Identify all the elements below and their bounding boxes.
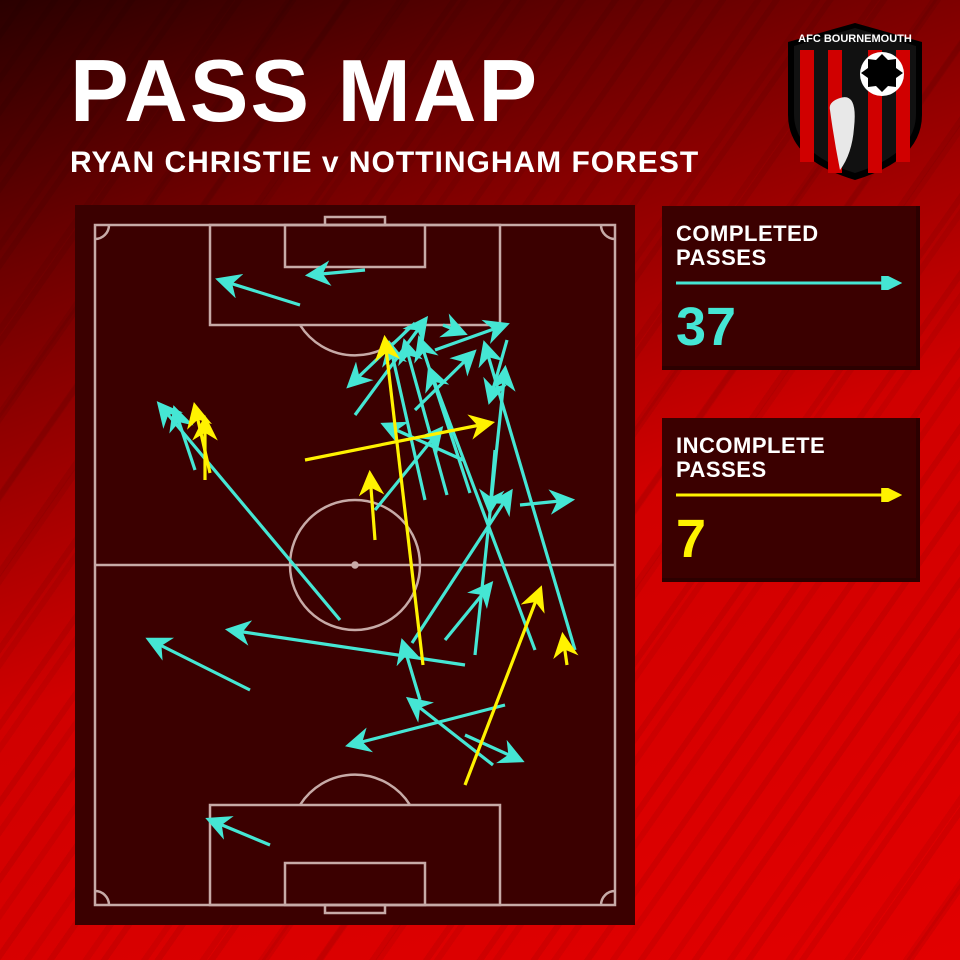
club-crest: AFC BOURNEMOUTH xyxy=(780,20,930,185)
completed-value: 37 xyxy=(676,296,900,358)
crest-text: AFC BOURNEMOUTH xyxy=(798,33,912,45)
incomplete-label: INCOMPLETEPASSES xyxy=(676,434,900,482)
incomplete-stat-card: INCOMPLETEPASSES 7 xyxy=(662,418,920,582)
incomplete-value: 7 xyxy=(676,508,900,570)
subtitle: RYAN CHRISTIE v NOTTINGHAM FOREST xyxy=(70,146,699,180)
completed-stat-card: COMPLETEDPASSES 37 xyxy=(662,206,920,370)
incomplete-arrow-icon xyxy=(676,488,906,502)
pass-map-chart xyxy=(75,205,635,925)
page-title: PASS MAP xyxy=(70,40,539,142)
pitch-container xyxy=(75,205,635,925)
completed-arrow-icon xyxy=(676,276,906,290)
completed-label: COMPLETEDPASSES xyxy=(676,222,900,270)
